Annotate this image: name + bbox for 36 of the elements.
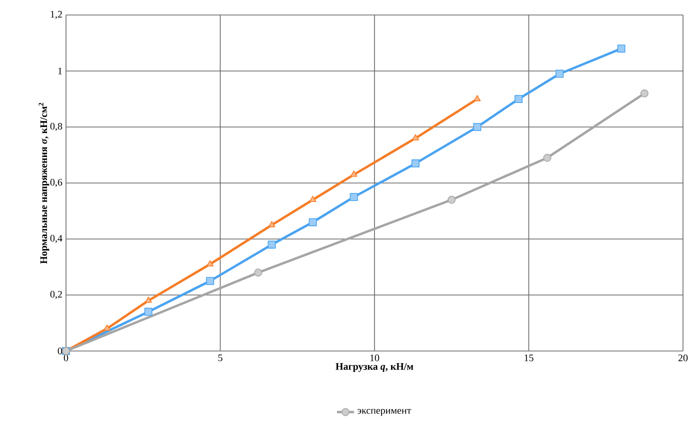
point xyxy=(206,277,214,285)
point xyxy=(144,308,152,316)
x-tick-label: 20 xyxy=(678,354,688,362)
point xyxy=(144,296,152,303)
y-tick-label: 0,4 xyxy=(50,234,62,244)
point xyxy=(640,89,648,98)
point xyxy=(104,324,111,331)
point xyxy=(309,196,316,202)
y-axis-title: Нормальные напряжения σ, кН/см$^{2}$ xyxy=(38,102,50,264)
y-tick-label: 1 xyxy=(58,68,62,74)
point xyxy=(268,240,276,249)
y-tick-label: 1,2 xyxy=(50,10,62,20)
point xyxy=(350,193,358,202)
point xyxy=(254,268,262,277)
point xyxy=(543,154,552,162)
x-axis-title: Нагрузка q, кН/м xyxy=(336,363,414,372)
point xyxy=(412,159,420,168)
x-tick-label: 15 xyxy=(524,354,534,362)
point xyxy=(448,196,456,204)
x-tick-label: 10 xyxy=(370,354,380,362)
point xyxy=(474,95,481,102)
legend-label: эксперимент xyxy=(358,408,412,416)
y-tick-label: 0,6 xyxy=(50,178,62,188)
y-tick-label: 0,2 xyxy=(50,290,62,300)
point xyxy=(514,95,523,103)
y-tick-label: 0 xyxy=(58,348,62,354)
x-tick-label: 5 xyxy=(218,354,222,362)
point xyxy=(268,221,276,228)
y-tick-label: 0,8 xyxy=(50,122,62,132)
point xyxy=(308,218,317,226)
point xyxy=(617,44,626,53)
point xyxy=(556,70,564,78)
point xyxy=(350,170,358,177)
point xyxy=(206,260,214,266)
point xyxy=(473,123,482,131)
point xyxy=(412,134,420,140)
